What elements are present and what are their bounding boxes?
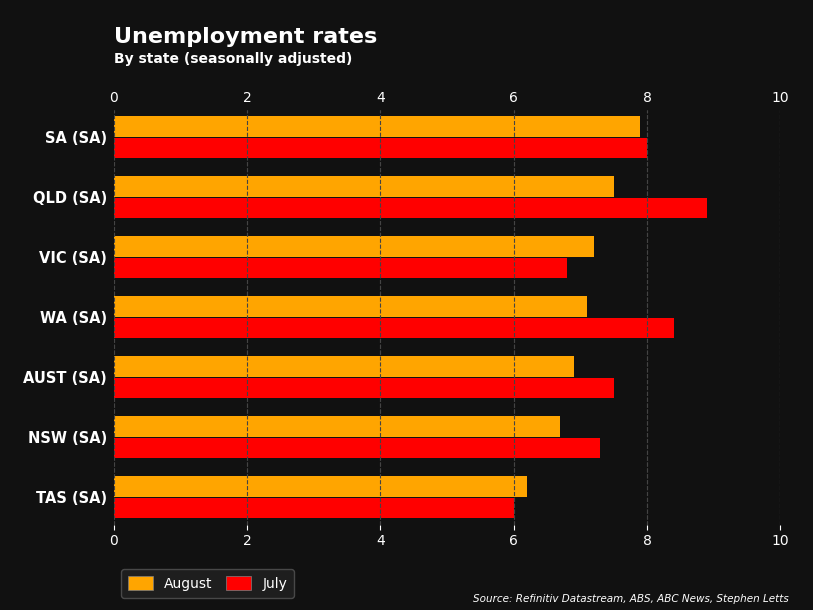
Bar <box>114 117 641 137</box>
Bar <box>114 318 674 338</box>
Bar <box>114 437 601 458</box>
Bar <box>114 198 707 218</box>
Bar <box>114 137 647 158</box>
Text: By state (seasonally adjusted): By state (seasonally adjusted) <box>114 52 352 66</box>
Bar <box>114 378 614 398</box>
Bar <box>114 176 614 197</box>
Bar <box>114 476 527 497</box>
Bar <box>114 257 567 278</box>
Text: Source: Refinitiv Datastream, ABS, ABC News, Stephen Letts: Source: Refinitiv Datastream, ABS, ABC N… <box>473 594 789 604</box>
Bar <box>114 356 574 377</box>
Text: Unemployment rates: Unemployment rates <box>114 27 377 48</box>
Bar <box>114 236 593 257</box>
Bar <box>114 296 587 317</box>
Bar <box>114 416 560 437</box>
Legend: August, July: August, July <box>121 569 294 598</box>
Bar <box>114 498 514 518</box>
